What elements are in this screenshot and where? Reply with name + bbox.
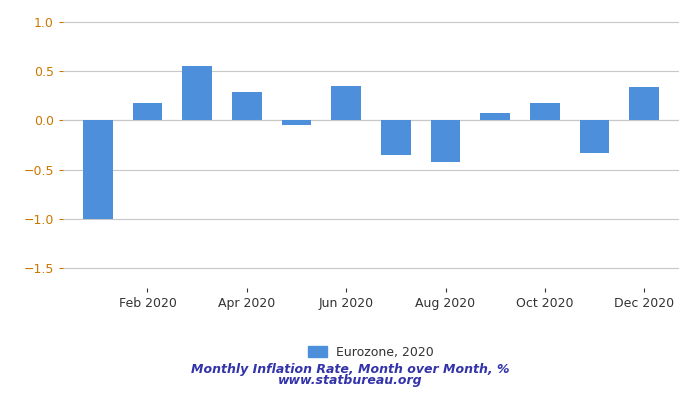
Bar [480,112,510,120]
Bar [182,66,212,120]
Bar [530,103,560,120]
Bar [132,103,162,120]
Bar [580,120,610,153]
Bar [331,86,361,120]
Bar [232,92,262,120]
Bar [381,120,411,155]
Bar [430,120,461,162]
Text: Monthly Inflation Rate, Month over Month, %: Monthly Inflation Rate, Month over Month… [190,364,510,376]
Bar [629,87,659,120]
Bar [281,120,312,125]
Text: www.statbureau.org: www.statbureau.org [278,374,422,387]
Bar [83,120,113,219]
Legend: Eurozone, 2020: Eurozone, 2020 [302,341,440,364]
